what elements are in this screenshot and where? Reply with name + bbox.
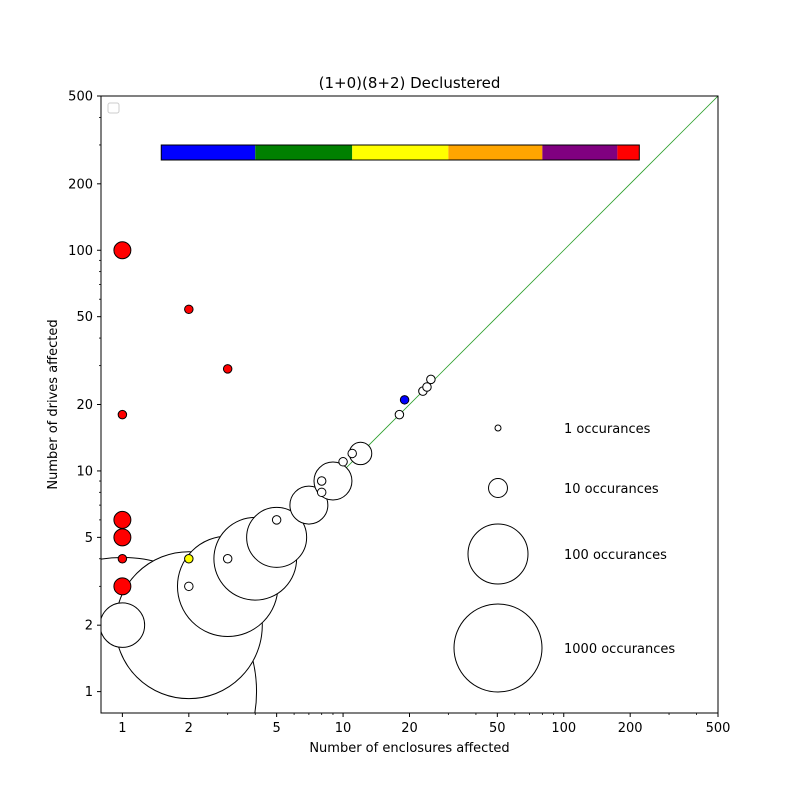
data-point	[399, 395, 410, 405]
y-tick-label: 100	[68, 244, 93, 259]
size-legend-label: 1 occurances	[564, 422, 651, 437]
y-tick-label: 1	[85, 685, 93, 700]
y-tick-label: 20	[76, 398, 93, 413]
data-point	[222, 554, 233, 564]
x-tick-label: 1	[118, 721, 126, 736]
data-point	[316, 476, 327, 486]
data-point	[113, 528, 132, 547]
data-point	[338, 457, 348, 467]
data-point	[246, 506, 308, 568]
colorbar-segment	[448, 145, 543, 160]
data-point	[316, 487, 327, 498]
colorbar-segment	[161, 145, 256, 160]
size-legend-marker	[467, 523, 529, 585]
x-tick-label: 200	[618, 721, 643, 736]
size-legend-marker	[453, 603, 543, 693]
data-point	[101, 602, 146, 648]
x-axis-label: Number of enclosures affected	[309, 741, 509, 756]
size-legend-marker	[494, 424, 502, 432]
data-point	[184, 304, 194, 315]
plot-frame	[100, 95, 719, 714]
data-point	[347, 448, 357, 459]
data-point	[184, 554, 194, 564]
data-point	[113, 510, 132, 529]
size-legend-marker	[488, 478, 508, 498]
data-point	[394, 409, 405, 420]
colorbar-segment	[255, 145, 353, 160]
x-tick-label: 100	[551, 721, 576, 736]
chart-title: (1+0)(8+2) Declustered	[319, 74, 501, 92]
colorbar-frame	[160, 144, 640, 161]
y-tick-label: 500	[68, 90, 93, 105]
x-tick-label: 2	[185, 721, 193, 736]
data-point	[271, 515, 282, 525]
y-tick-label: 200	[68, 177, 93, 192]
x-tick-label: 10	[335, 721, 352, 736]
colorbar-segment	[542, 145, 618, 160]
y-tick-label: 10	[76, 464, 93, 479]
data-point	[426, 374, 436, 385]
colorbar-segment	[617, 145, 640, 160]
size-legend-label: 10 occurances	[564, 482, 659, 497]
x-tick-label: 500	[706, 721, 731, 736]
empty-legend-box	[107, 102, 120, 114]
y-tick-label: 50	[76, 310, 93, 325]
size-legend-label: 1000 occurances	[564, 642, 675, 657]
y-tick-label: 2	[85, 619, 93, 634]
data-point	[184, 581, 194, 592]
data-point	[422, 382, 432, 392]
size-legend-label: 100 occurances	[564, 548, 667, 563]
colorbar-segment	[352, 145, 449, 160]
data-point	[113, 577, 132, 596]
y-axis-label: Number of drives affected	[46, 319, 61, 489]
x-tick-label: 20	[401, 721, 418, 736]
x-tick-label: 5	[272, 721, 280, 736]
data-point	[117, 554, 128, 564]
x-tick-label: 50	[489, 721, 506, 736]
data-point	[113, 241, 132, 260]
data-point	[222, 364, 233, 374]
data-point	[117, 409, 128, 420]
y-tick-label: 5	[85, 531, 93, 546]
